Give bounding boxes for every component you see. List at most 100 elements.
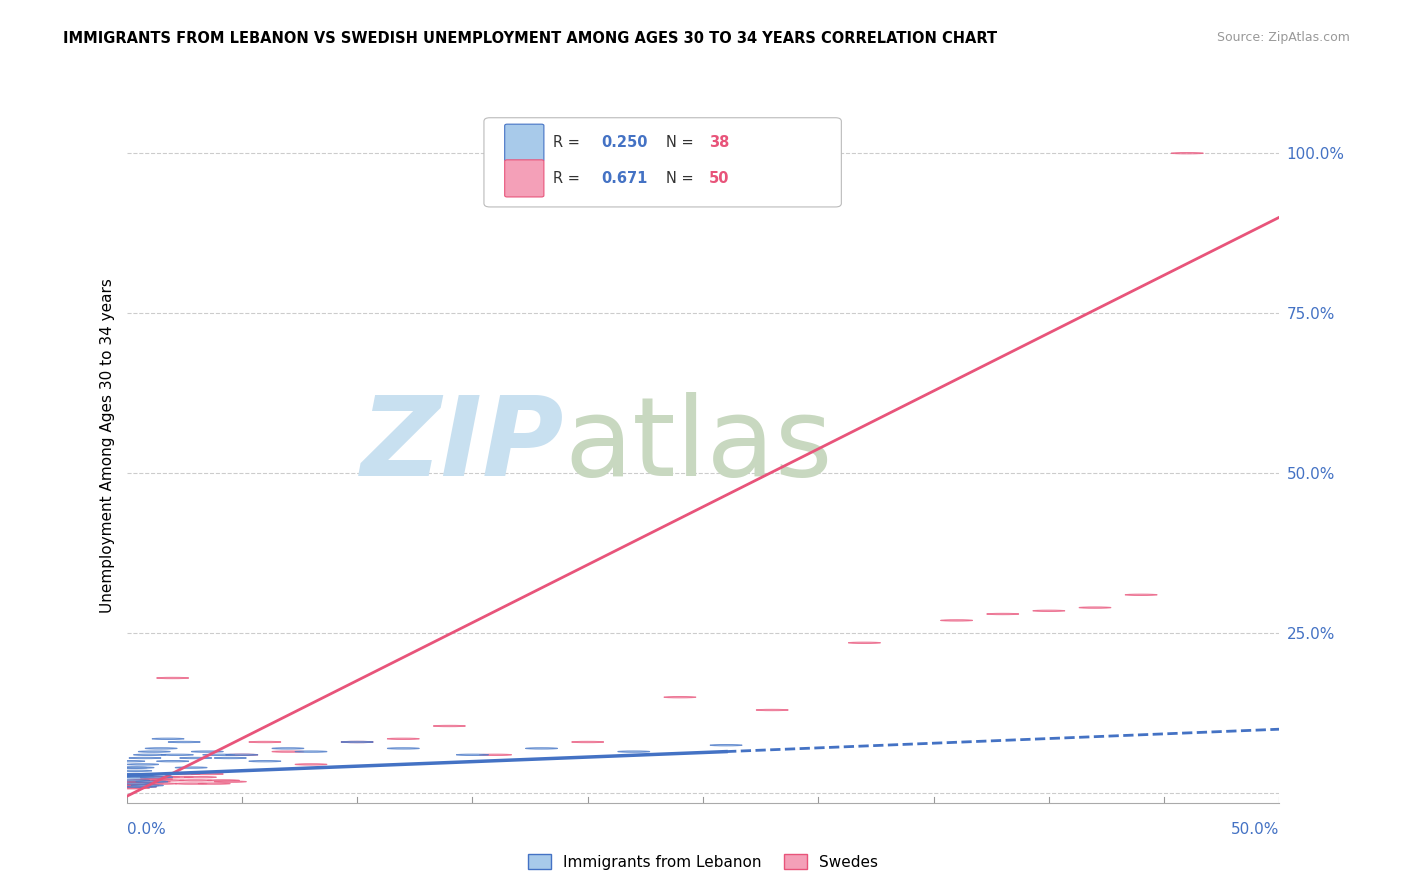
Ellipse shape bbox=[115, 773, 148, 774]
Ellipse shape bbox=[112, 761, 145, 762]
Ellipse shape bbox=[120, 783, 152, 784]
Ellipse shape bbox=[295, 764, 328, 765]
Ellipse shape bbox=[1125, 594, 1157, 596]
Ellipse shape bbox=[138, 751, 170, 752]
Text: Source: ZipAtlas.com: Source: ZipAtlas.com bbox=[1216, 31, 1350, 45]
Ellipse shape bbox=[526, 747, 558, 749]
Ellipse shape bbox=[136, 781, 169, 782]
Text: 0.0%: 0.0% bbox=[127, 822, 166, 837]
Ellipse shape bbox=[134, 754, 166, 756]
Ellipse shape bbox=[572, 741, 603, 743]
FancyBboxPatch shape bbox=[505, 160, 544, 197]
Ellipse shape bbox=[117, 777, 149, 778]
Ellipse shape bbox=[342, 741, 373, 743]
Ellipse shape bbox=[145, 783, 177, 784]
Ellipse shape bbox=[191, 751, 224, 752]
Ellipse shape bbox=[271, 747, 304, 749]
Ellipse shape bbox=[387, 738, 419, 739]
Ellipse shape bbox=[271, 751, 304, 752]
Ellipse shape bbox=[342, 741, 373, 743]
Text: N =: N = bbox=[666, 136, 699, 150]
Text: 50: 50 bbox=[709, 171, 730, 186]
Ellipse shape bbox=[122, 777, 155, 778]
Text: atlas: atlas bbox=[565, 392, 834, 500]
Ellipse shape bbox=[226, 754, 257, 756]
Ellipse shape bbox=[387, 747, 419, 749]
Text: R =: R = bbox=[553, 136, 585, 150]
Ellipse shape bbox=[174, 783, 207, 784]
Legend: Immigrants from Lebanon, Swedes: Immigrants from Lebanon, Swedes bbox=[520, 846, 886, 877]
Ellipse shape bbox=[120, 786, 152, 788]
Ellipse shape bbox=[214, 757, 246, 759]
Text: 50.0%: 50.0% bbox=[1232, 822, 1279, 837]
Ellipse shape bbox=[127, 785, 159, 786]
Ellipse shape bbox=[169, 773, 200, 774]
Ellipse shape bbox=[710, 745, 742, 746]
Ellipse shape bbox=[138, 781, 170, 782]
Ellipse shape bbox=[122, 783, 155, 784]
Text: ZIP: ZIP bbox=[361, 392, 565, 500]
Ellipse shape bbox=[756, 709, 789, 711]
Ellipse shape bbox=[1078, 607, 1111, 608]
Ellipse shape bbox=[191, 773, 224, 774]
Ellipse shape bbox=[152, 738, 184, 739]
Ellipse shape bbox=[848, 642, 880, 643]
Text: IMMIGRANTS FROM LEBANON VS SWEDISH UNEMPLOYMENT AMONG AGES 30 TO 34 YEARS CORREL: IMMIGRANTS FROM LEBANON VS SWEDISH UNEMP… bbox=[63, 31, 997, 46]
Text: 0.671: 0.671 bbox=[602, 171, 648, 186]
Ellipse shape bbox=[214, 781, 246, 782]
Ellipse shape bbox=[198, 783, 231, 784]
Ellipse shape bbox=[156, 677, 188, 679]
Ellipse shape bbox=[115, 786, 148, 788]
Ellipse shape bbox=[122, 767, 155, 768]
Ellipse shape bbox=[169, 741, 200, 743]
Ellipse shape bbox=[117, 783, 149, 784]
Ellipse shape bbox=[117, 780, 149, 781]
Ellipse shape bbox=[664, 697, 696, 698]
Ellipse shape bbox=[141, 779, 173, 780]
Ellipse shape bbox=[148, 777, 180, 778]
Ellipse shape bbox=[127, 764, 159, 765]
Ellipse shape bbox=[117, 788, 149, 789]
Ellipse shape bbox=[1171, 153, 1204, 154]
Ellipse shape bbox=[433, 725, 465, 727]
Ellipse shape bbox=[226, 754, 257, 756]
Ellipse shape bbox=[180, 780, 212, 781]
Text: 38: 38 bbox=[709, 136, 730, 150]
Ellipse shape bbox=[127, 780, 159, 781]
Text: R =: R = bbox=[553, 171, 585, 186]
Ellipse shape bbox=[145, 747, 177, 749]
Ellipse shape bbox=[162, 754, 194, 756]
Ellipse shape bbox=[207, 780, 239, 781]
Ellipse shape bbox=[141, 777, 173, 778]
Ellipse shape bbox=[1033, 610, 1064, 612]
Ellipse shape bbox=[249, 741, 281, 743]
Ellipse shape bbox=[115, 785, 148, 786]
FancyBboxPatch shape bbox=[484, 118, 841, 207]
Ellipse shape bbox=[156, 761, 188, 762]
Ellipse shape bbox=[112, 788, 145, 789]
Ellipse shape bbox=[174, 767, 207, 768]
FancyBboxPatch shape bbox=[505, 124, 544, 161]
Ellipse shape bbox=[457, 754, 488, 756]
Ellipse shape bbox=[120, 770, 152, 772]
Ellipse shape bbox=[184, 777, 217, 778]
Ellipse shape bbox=[941, 620, 973, 621]
Ellipse shape bbox=[152, 780, 184, 781]
Ellipse shape bbox=[617, 751, 650, 752]
Ellipse shape bbox=[129, 757, 162, 759]
Ellipse shape bbox=[115, 767, 148, 768]
Ellipse shape bbox=[124, 773, 156, 774]
Text: N =: N = bbox=[666, 171, 699, 186]
Ellipse shape bbox=[124, 783, 156, 784]
Ellipse shape bbox=[180, 757, 212, 759]
Ellipse shape bbox=[131, 783, 163, 784]
Ellipse shape bbox=[987, 614, 1019, 615]
Ellipse shape bbox=[162, 777, 194, 778]
Y-axis label: Unemployment Among Ages 30 to 34 years: Unemployment Among Ages 30 to 34 years bbox=[100, 278, 115, 614]
Ellipse shape bbox=[124, 786, 156, 788]
Ellipse shape bbox=[124, 786, 156, 788]
Ellipse shape bbox=[295, 751, 328, 752]
Ellipse shape bbox=[131, 785, 163, 786]
Ellipse shape bbox=[129, 781, 162, 782]
Ellipse shape bbox=[136, 777, 169, 778]
